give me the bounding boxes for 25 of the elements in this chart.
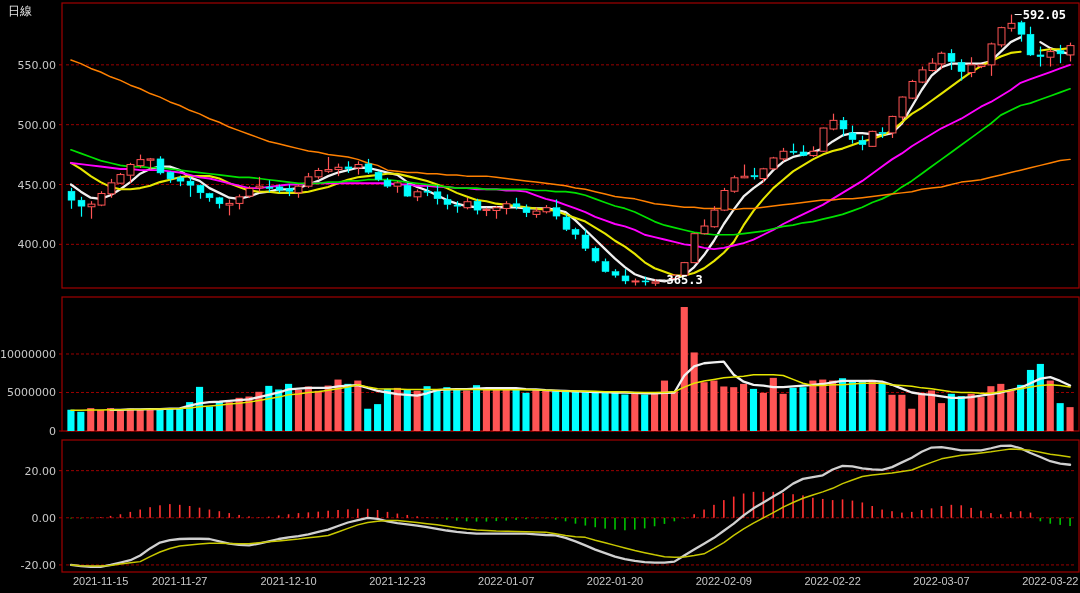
- x-tick-label: 2022-02-22: [804, 575, 861, 587]
- x-tick-label: 2021-12-23: [369, 575, 426, 587]
- y-tick-label: 10000000: [0, 347, 56, 361]
- annotation: 592.05: [1022, 7, 1067, 22]
- annotation: 365.3: [666, 273, 703, 287]
- x-tick-label: 2022-01-20: [586, 575, 644, 587]
- x-tick-label: 2022-03-07: [913, 575, 970, 587]
- y-tick-label: 450.00: [17, 178, 56, 192]
- x-tick-label: 2021-11-27: [152, 575, 208, 587]
- y-tick-label: 550.00: [17, 58, 56, 72]
- chart-title: 日線: [8, 4, 32, 18]
- y-tick-label: 20.00: [24, 464, 56, 478]
- y-tick-label: 0.00: [31, 511, 56, 525]
- line-series: [70, 87, 1071, 236]
- x-tick-label: 2022-03-22: [1022, 575, 1079, 587]
- x-tick-label: 2021-11-15: [72, 575, 129, 587]
- y-tick-label: 500.00: [17, 118, 56, 132]
- x-tick-label: 2021-12-10: [260, 575, 317, 587]
- line-series: [70, 63, 1071, 251]
- y-tick-label: -20.00: [20, 558, 56, 572]
- x-tick-label: 2022-02-09: [695, 575, 752, 587]
- y-tick-label: 0: [49, 425, 56, 438]
- y-tick-label: 400.00: [17, 238, 56, 252]
- x-tick-label: 2022-01-07: [478, 575, 535, 587]
- y-tick-label: 5000000: [7, 386, 56, 400]
